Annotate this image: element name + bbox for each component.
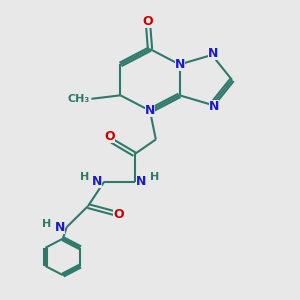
Text: N: N (55, 220, 65, 234)
Text: H: H (80, 172, 89, 182)
Text: N: N (92, 175, 103, 188)
Text: H: H (42, 219, 51, 229)
Text: O: O (113, 208, 124, 221)
Text: H: H (150, 172, 159, 182)
Text: N: N (175, 58, 185, 71)
Text: CH₃: CH₃ (68, 94, 90, 104)
Text: N: N (136, 175, 147, 188)
Text: O: O (104, 130, 115, 143)
Text: N: N (145, 104, 155, 117)
Text: N: N (209, 100, 220, 113)
Text: O: O (143, 14, 153, 28)
Text: N: N (208, 47, 218, 60)
